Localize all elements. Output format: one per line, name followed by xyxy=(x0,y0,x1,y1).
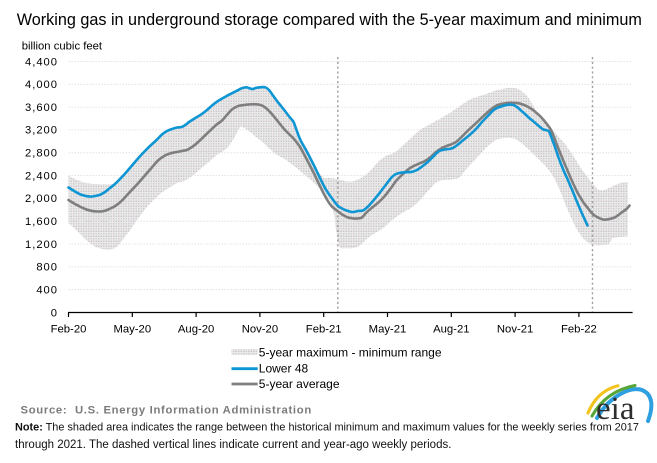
svg-text:Aug-21: Aug-21 xyxy=(433,323,469,335)
svg-text:4,000: 4,000 xyxy=(25,79,58,91)
svg-text:Source: U.S. Energy Informati: Source: U.S. Energy Information Administ… xyxy=(21,405,312,417)
svg-text:Aug-20: Aug-20 xyxy=(178,323,214,335)
svg-text:Working gas in underground sto: Working gas in underground storage compa… xyxy=(17,11,642,29)
svg-text:400: 400 xyxy=(36,285,58,297)
svg-text:May-20: May-20 xyxy=(113,323,151,335)
svg-text:800: 800 xyxy=(36,262,58,274)
svg-text:Lower 48: Lower 48 xyxy=(259,362,309,376)
svg-text:5-year average: 5-year average xyxy=(259,377,340,391)
svg-text:1,200: 1,200 xyxy=(25,239,58,251)
svg-text:through 2021. The dashed verti: through 2021. The dashed vertical lines … xyxy=(15,439,451,451)
svg-text:0: 0 xyxy=(51,307,58,319)
svg-text:2,000: 2,000 xyxy=(25,193,58,205)
svg-text:May-21: May-21 xyxy=(369,323,407,335)
svg-text:Note: The shaded area indicate: Note: The shaded area indicates the rang… xyxy=(15,422,639,434)
svg-text:Feb-22: Feb-22 xyxy=(561,323,597,335)
svg-text:1,600: 1,600 xyxy=(25,216,58,228)
svg-text:Nov-21: Nov-21 xyxy=(497,323,533,335)
svg-text:4,400: 4,400 xyxy=(25,56,58,68)
svg-text:Feb-20: Feb-20 xyxy=(51,323,87,335)
svg-text:2,400: 2,400 xyxy=(25,170,58,182)
svg-text:5-year maximum - minimum range: 5-year maximum - minimum range xyxy=(259,345,442,359)
svg-text:eia: eia xyxy=(596,391,635,427)
svg-text:3,200: 3,200 xyxy=(25,125,58,137)
svg-text:2,800: 2,800 xyxy=(25,148,58,160)
svg-text:Feb-21: Feb-21 xyxy=(306,323,342,335)
svg-text:3,600: 3,600 xyxy=(25,102,58,114)
svg-text:Nov-20: Nov-20 xyxy=(242,323,278,335)
svg-text:billion cubic feet: billion cubic feet xyxy=(22,41,103,53)
